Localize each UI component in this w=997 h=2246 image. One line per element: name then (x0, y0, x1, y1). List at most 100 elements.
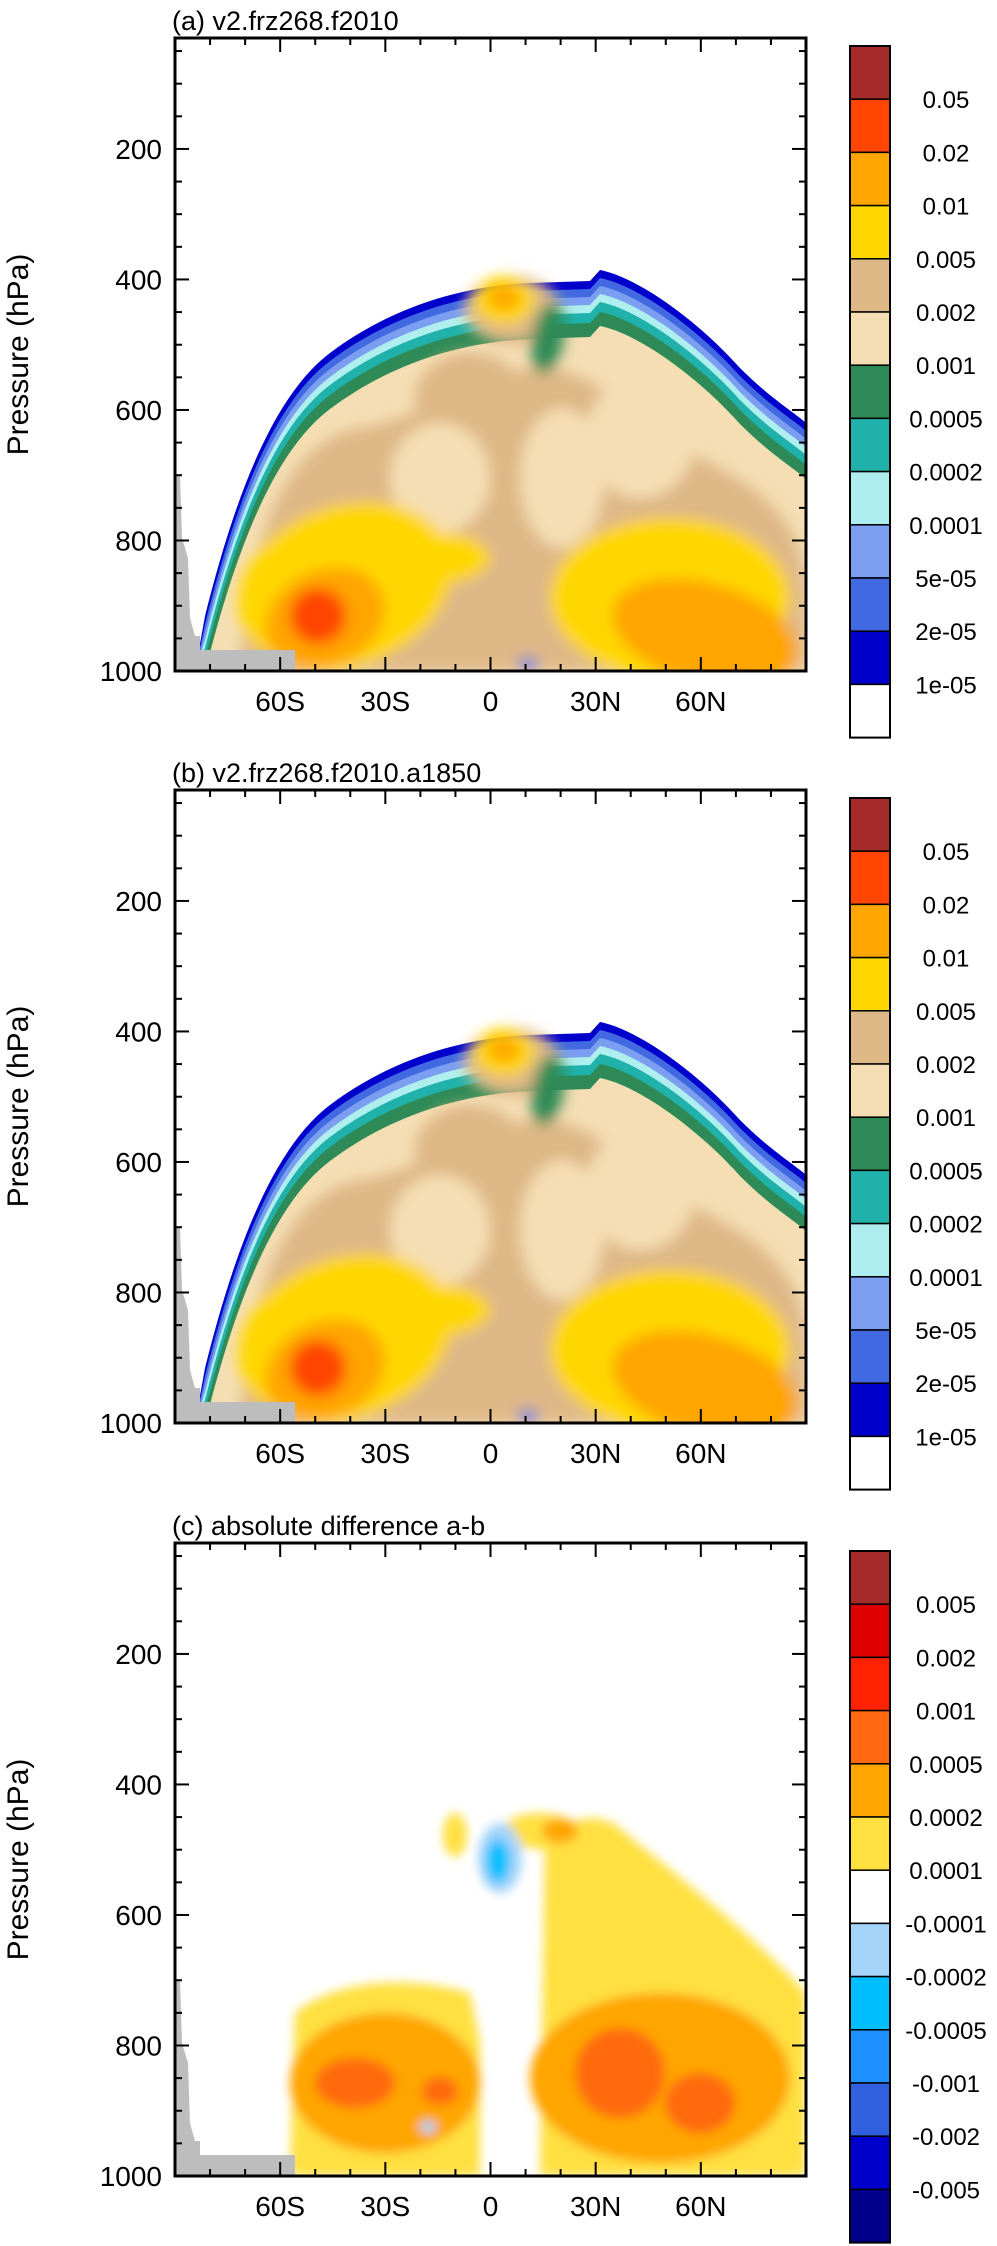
colorbar-box (849, 45, 891, 100)
band-0.02 (290, 588, 346, 644)
panel-title: (a) v2.frz268.f2010 (172, 6, 399, 36)
colorbar-box (849, 577, 891, 632)
y-tick-label: 400 (115, 1769, 162, 1800)
colorbar-label: 0.05 (923, 87, 970, 114)
band-0.001-b (520, 1160, 604, 1300)
x-tick-label: 30S (360, 1438, 410, 1469)
band-0.001-a (390, 1175, 490, 1285)
panel-title: (b) v2.frz268.f2010.a1850 (172, 758, 481, 788)
x-tick-label: 0 (483, 686, 499, 717)
colorbar-box (849, 1709, 891, 1765)
colorbar-label: 0.002 (916, 1052, 976, 1079)
x-tick-label: 60S (255, 1438, 305, 1469)
colorbar-label: 0.002 (916, 1645, 976, 1672)
colorbar-label: 0.0005 (909, 406, 982, 433)
colorbar-box (849, 2082, 891, 2137)
colorbar-label: 0.0001 (909, 513, 982, 540)
band-0.001-c (585, 1130, 695, 1250)
x-tick-label: 0 (483, 2191, 499, 2222)
colorbar-box (849, 630, 891, 686)
x-tick-label: 60S (255, 2191, 305, 2222)
colorbar-label: 0.02 (923, 140, 970, 167)
colorbar-box (849, 2029, 891, 2084)
colorbar-label: 0.05 (923, 839, 970, 866)
x-tick-label: 30N (570, 686, 621, 717)
colorbar-box (849, 1116, 891, 1172)
colorbar-label: 0.01 (923, 194, 970, 221)
colorbar-label: 0.002 (916, 300, 976, 327)
x-tick-label: 30N (570, 2191, 621, 2222)
colorbar-label: -0.002 (912, 2124, 980, 2151)
y-tick-label: 200 (115, 134, 162, 165)
plot-field (175, 1813, 806, 2176)
colorbar-label: 0.0002 (909, 1805, 982, 1832)
colorbar: 0.05 0.02 0.01 0.005 0.002 0.001 0.0005 0.0002 0… (849, 797, 983, 1491)
colorbar-box (849, 797, 891, 852)
colorbar-label: 0.0005 (909, 1752, 982, 1779)
band-0.002-top (415, 1105, 525, 1195)
colorbar-label: 1e-05 (915, 672, 976, 699)
y-tick-label: 600 (115, 1900, 162, 1931)
pos-0.0005-a (315, 2058, 395, 2108)
colorbar-frame (849, 1550, 891, 2244)
panel-1: (b) v2.frz268.f2010.a1850 200 400 600 800 100… (2, 758, 983, 1491)
pos-0.0002-top (542, 1819, 578, 1843)
colorbar-label: 0.01 (923, 946, 970, 973)
colorbar-box (849, 417, 891, 473)
colorbar-box (849, 683, 891, 739)
band-2e-05-surface (518, 658, 538, 670)
colorbar-label: 0.005 (916, 247, 976, 274)
colorbar-box (849, 1550, 891, 1605)
colorbar-box (849, 1276, 891, 1331)
colorbar-box (849, 1010, 891, 1065)
band-0.01-b (612, 1330, 798, 1423)
x-tick-label: 60N (675, 1438, 726, 1469)
colorbar-label: 0.005 (916, 1592, 976, 1619)
colorbar-label: 0.001 (916, 1105, 976, 1132)
x-tick-label: 30S (360, 686, 410, 717)
band-0.01-c (488, 286, 520, 310)
colorbar-label: 0.02 (923, 892, 970, 919)
plot-field (175, 270, 806, 671)
y-axis-label: Pressure (hPa) (2, 1759, 35, 1961)
colorbar-box (849, 258, 891, 313)
y-tick-label: 1000 (100, 2161, 162, 2192)
colorbar-label: 0.0001 (909, 1265, 982, 1292)
colorbar-box (849, 524, 891, 579)
pos-0.0005-c (665, 2073, 735, 2133)
y-tick-label: 400 (115, 1016, 162, 1047)
x-tick-label: 30S (360, 2191, 410, 2222)
colorbar-label: 5e-05 (915, 1318, 976, 1345)
colorbar-label: 0.005 (916, 999, 976, 1026)
y-tick-label: 800 (115, 2030, 162, 2061)
colorbar-label: -0.0002 (905, 1965, 986, 1992)
x-tick-label: 0 (483, 1438, 499, 1469)
colorbar-label: 2e-05 (915, 1371, 976, 1398)
colorbar-box (849, 956, 891, 1012)
colorbar-box (849, 1763, 891, 1818)
x-tick-label: 60S (255, 686, 305, 717)
band-0.001-c (585, 378, 695, 498)
colorbar-box (849, 1435, 891, 1491)
colorbar-box (849, 364, 891, 420)
plot-field (175, 1022, 806, 1423)
panel-2: (c) absolute difference a-b 200 400 600 800 1… (2, 1511, 987, 2244)
terrain-mask (175, 1227, 295, 1423)
colorbar-label: -0.005 (912, 2177, 980, 2204)
colorbar-label: 0.0001 (909, 1858, 982, 1885)
colorbar-box (849, 1169, 891, 1225)
colorbar-box (849, 1329, 891, 1384)
colorbar-box (849, 1063, 891, 1118)
x-tick-label: 60N (675, 686, 726, 717)
colorbar-label: 0.001 (916, 1699, 976, 1726)
band-0.002-top (415, 353, 525, 443)
x-tick-label: 60N (675, 2191, 726, 2222)
colorbar-label: 0.001 (916, 353, 976, 380)
band-2e-05-surface (518, 1410, 538, 1422)
colorbar-label: -0.0005 (905, 2018, 986, 2045)
colorbar-box (849, 1869, 891, 1925)
colorbar-label: 2e-05 (915, 619, 976, 646)
terrain-mask (175, 475, 295, 671)
y-tick-label: 400 (115, 264, 162, 295)
y-tick-label: 800 (115, 525, 162, 556)
